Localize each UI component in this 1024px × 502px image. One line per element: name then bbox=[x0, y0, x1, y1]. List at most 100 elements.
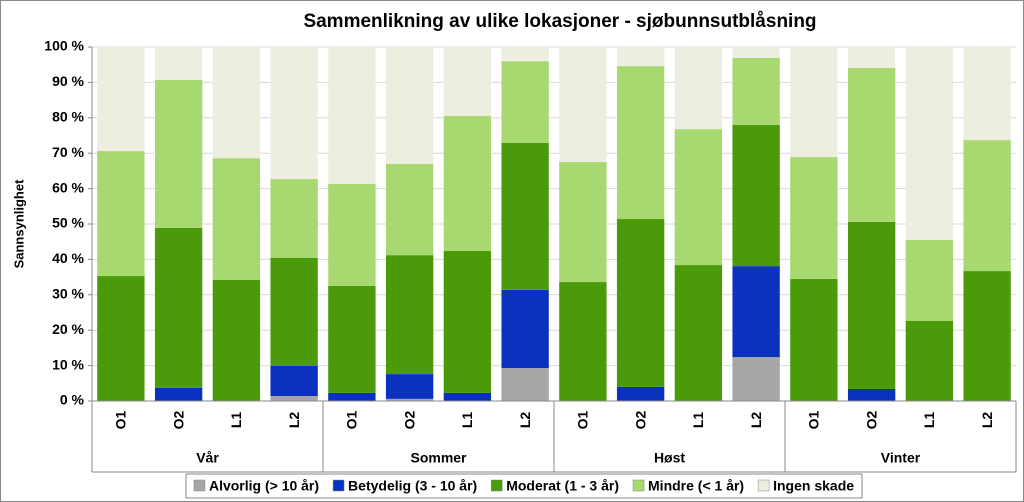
bar-segment bbox=[847, 221, 896, 389]
bar-segment bbox=[501, 142, 549, 290]
bar-segment bbox=[732, 266, 780, 358]
bar-segment bbox=[501, 61, 549, 143]
bar-segment bbox=[385, 398, 434, 401]
legend-swatch bbox=[490, 479, 503, 492]
x-tick-label: O1 bbox=[806, 410, 822, 429]
x-tick-label: L2 bbox=[517, 412, 533, 429]
x-tick-label: L1 bbox=[690, 412, 706, 429]
bar-segment bbox=[616, 47, 665, 67]
bar-segment bbox=[847, 47, 896, 68]
y-tick-label: 50 % bbox=[52, 215, 84, 231]
y-tick-label: 100 % bbox=[44, 38, 84, 54]
bar-segment bbox=[616, 66, 665, 220]
bar-segment bbox=[559, 47, 607, 163]
bar-segment bbox=[790, 47, 838, 158]
bar-segment bbox=[501, 289, 549, 369]
x-tick-label: L1 bbox=[921, 412, 937, 429]
bar-segment bbox=[97, 47, 145, 152]
x-tick-label: O2 bbox=[632, 410, 648, 429]
x-tick-label: L1 bbox=[228, 412, 244, 429]
bar-segment bbox=[443, 392, 492, 401]
bar-segment bbox=[732, 47, 780, 58]
bar-segment bbox=[270, 257, 318, 366]
group-label: Sommer bbox=[410, 450, 467, 466]
bar-segment bbox=[328, 183, 376, 286]
bar-segment bbox=[270, 365, 318, 397]
bar-segment bbox=[847, 388, 896, 401]
bar-segment bbox=[385, 163, 434, 256]
y-tick-label: 60 % bbox=[52, 179, 84, 195]
bar-segment bbox=[154, 227, 203, 388]
legend-label: Ingen skade bbox=[773, 478, 854, 494]
y-tick-label: 40 % bbox=[52, 250, 84, 266]
legend-swatch bbox=[193, 479, 206, 492]
legend-swatch bbox=[632, 479, 645, 492]
bar-segment bbox=[559, 162, 607, 283]
legend-label: Moderat (1 - 3 år) bbox=[506, 478, 619, 494]
bar-segment bbox=[154, 47, 203, 80]
legend-label: Betydelig (3 - 10 år) bbox=[348, 478, 477, 494]
bar-segment bbox=[963, 47, 1011, 141]
bar-segment bbox=[616, 386, 665, 401]
bar-segment bbox=[385, 255, 434, 375]
bar-segment bbox=[443, 47, 492, 117]
y-tick-label: 90 % bbox=[52, 73, 84, 89]
bar-segment bbox=[328, 392, 376, 401]
bar-segment bbox=[154, 79, 203, 228]
bar-segment bbox=[963, 271, 1011, 401]
bar-segment bbox=[732, 357, 780, 401]
x-tick-label: O2 bbox=[170, 410, 186, 429]
chart-title: Sammenlikning av ulike lokasjoner - sjøb… bbox=[303, 11, 816, 32]
bar-segment bbox=[905, 320, 954, 401]
group-label: Vår bbox=[196, 450, 219, 466]
legend-swatch bbox=[757, 479, 770, 492]
legend-box bbox=[185, 473, 863, 499]
x-tick-label: O1 bbox=[344, 410, 360, 429]
bar-segment bbox=[212, 279, 261, 401]
bar-segment bbox=[674, 129, 723, 266]
bar-segment bbox=[616, 219, 665, 387]
bar-segment bbox=[270, 396, 318, 401]
legend-label: Mindre (< 1 år) bbox=[648, 478, 744, 494]
x-tick-label: O2 bbox=[863, 410, 879, 429]
bar-segment bbox=[385, 374, 434, 399]
bar-segment bbox=[328, 47, 376, 184]
bar-segment bbox=[385, 47, 434, 164]
bar-segment bbox=[443, 250, 492, 393]
legend-swatch bbox=[332, 479, 345, 492]
bar-segment bbox=[212, 158, 261, 280]
y-tick-label: 30 % bbox=[52, 286, 84, 302]
y-tick-label: 0 % bbox=[60, 392, 85, 408]
bar-segment bbox=[963, 140, 1011, 272]
y-axis-label: Sannsynlighet bbox=[11, 179, 26, 269]
x-tick-label: L2 bbox=[748, 412, 764, 429]
bar-segment bbox=[501, 368, 549, 401]
bar-segment bbox=[97, 151, 145, 277]
bar-segment bbox=[270, 47, 318, 180]
bar-segment bbox=[905, 239, 954, 321]
bar-segment bbox=[732, 57, 780, 125]
y-tick-label: 80 % bbox=[52, 109, 84, 125]
bar-segment bbox=[674, 265, 723, 401]
y-tick-label: 70 % bbox=[52, 144, 84, 160]
group-label: Vinter bbox=[881, 450, 921, 466]
bar-segment bbox=[328, 285, 376, 393]
bar-segment bbox=[559, 282, 607, 401]
y-tick-label: 10 % bbox=[52, 356, 84, 372]
x-tick-label: L2 bbox=[286, 412, 302, 429]
bar-segment bbox=[790, 157, 838, 279]
bar-segment bbox=[97, 276, 145, 401]
group-label: Høst bbox=[654, 450, 685, 466]
bar-segment bbox=[501, 47, 549, 62]
bar-segment bbox=[270, 179, 318, 258]
y-tick-label: 20 % bbox=[52, 321, 84, 337]
bar-segment bbox=[732, 124, 780, 267]
bar-segment bbox=[790, 278, 838, 401]
bar-segment bbox=[847, 67, 896, 222]
bar-segment bbox=[154, 387, 203, 401]
x-tick-label: O1 bbox=[113, 410, 129, 429]
bar-segment bbox=[905, 47, 954, 240]
bar-segment bbox=[443, 116, 492, 251]
x-tick-label: L1 bbox=[459, 412, 475, 429]
